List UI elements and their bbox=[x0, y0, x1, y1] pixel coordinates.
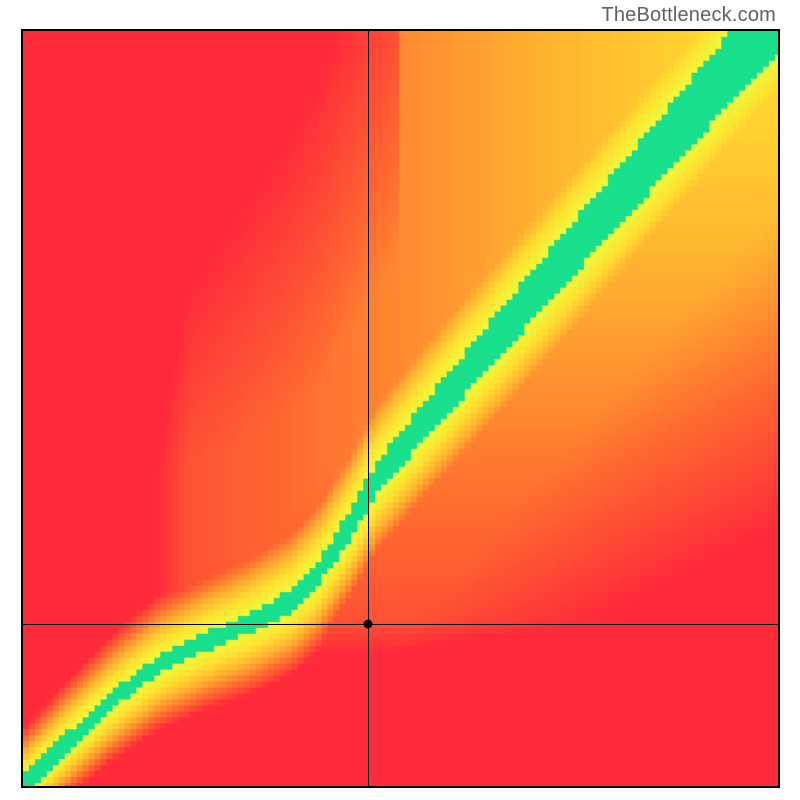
chart-container: TheBottleneck.com bbox=[0, 0, 800, 800]
plot-area bbox=[21, 29, 780, 788]
heatmap-canvas bbox=[23, 31, 778, 786]
watermark-text: TheBottleneck.com bbox=[601, 4, 776, 27]
